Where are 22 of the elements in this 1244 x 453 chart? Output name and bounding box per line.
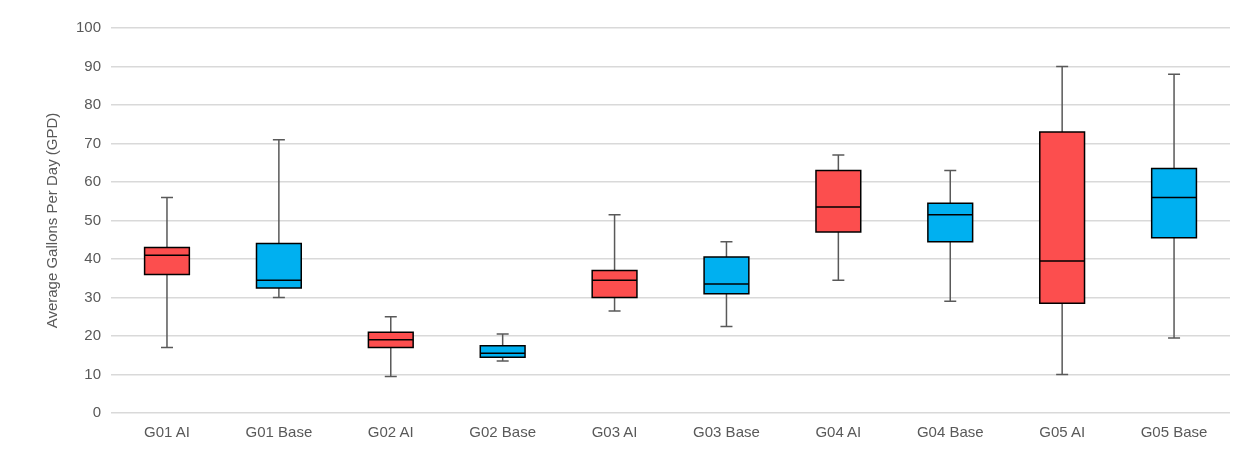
x-tick-label: G03 Base <box>693 423 760 441</box>
x-tick-label: G04 Base <box>916 423 984 441</box>
y-tick-label: 70 <box>84 133 102 151</box>
y-axis-title: Average Gallons Per Day (GPD) <box>43 112 61 329</box>
x-tick-label: G02 AI <box>367 423 414 441</box>
x-tick-label: G05 AI <box>1039 423 1086 441</box>
y-tick-label: 90 <box>84 56 102 74</box>
x-tick-label: G05 Base <box>1140 423 1208 441</box>
y-tick-label: 60 <box>84 172 102 190</box>
x-tick-label: G01 AI <box>144 423 190 441</box>
x-tick-label: G02 Base <box>469 423 537 441</box>
x-tick-label: G03 AI <box>591 423 638 441</box>
y-tick-label: 80 <box>84 95 102 113</box>
y-tick-label: 30 <box>84 287 102 305</box>
y-tick-label: 10 <box>84 364 102 382</box>
y-tick-label: 0 <box>92 403 102 421</box>
y-tick-label: 100 <box>76 18 102 36</box>
x-tick-label: G01 Base <box>245 423 313 441</box>
y-tick-label: 50 <box>84 210 102 228</box>
y-tick-label: 40 <box>84 249 102 267</box>
x-tick-label: G04 AI <box>815 423 862 441</box>
y-tick-label: 20 <box>84 326 102 344</box>
